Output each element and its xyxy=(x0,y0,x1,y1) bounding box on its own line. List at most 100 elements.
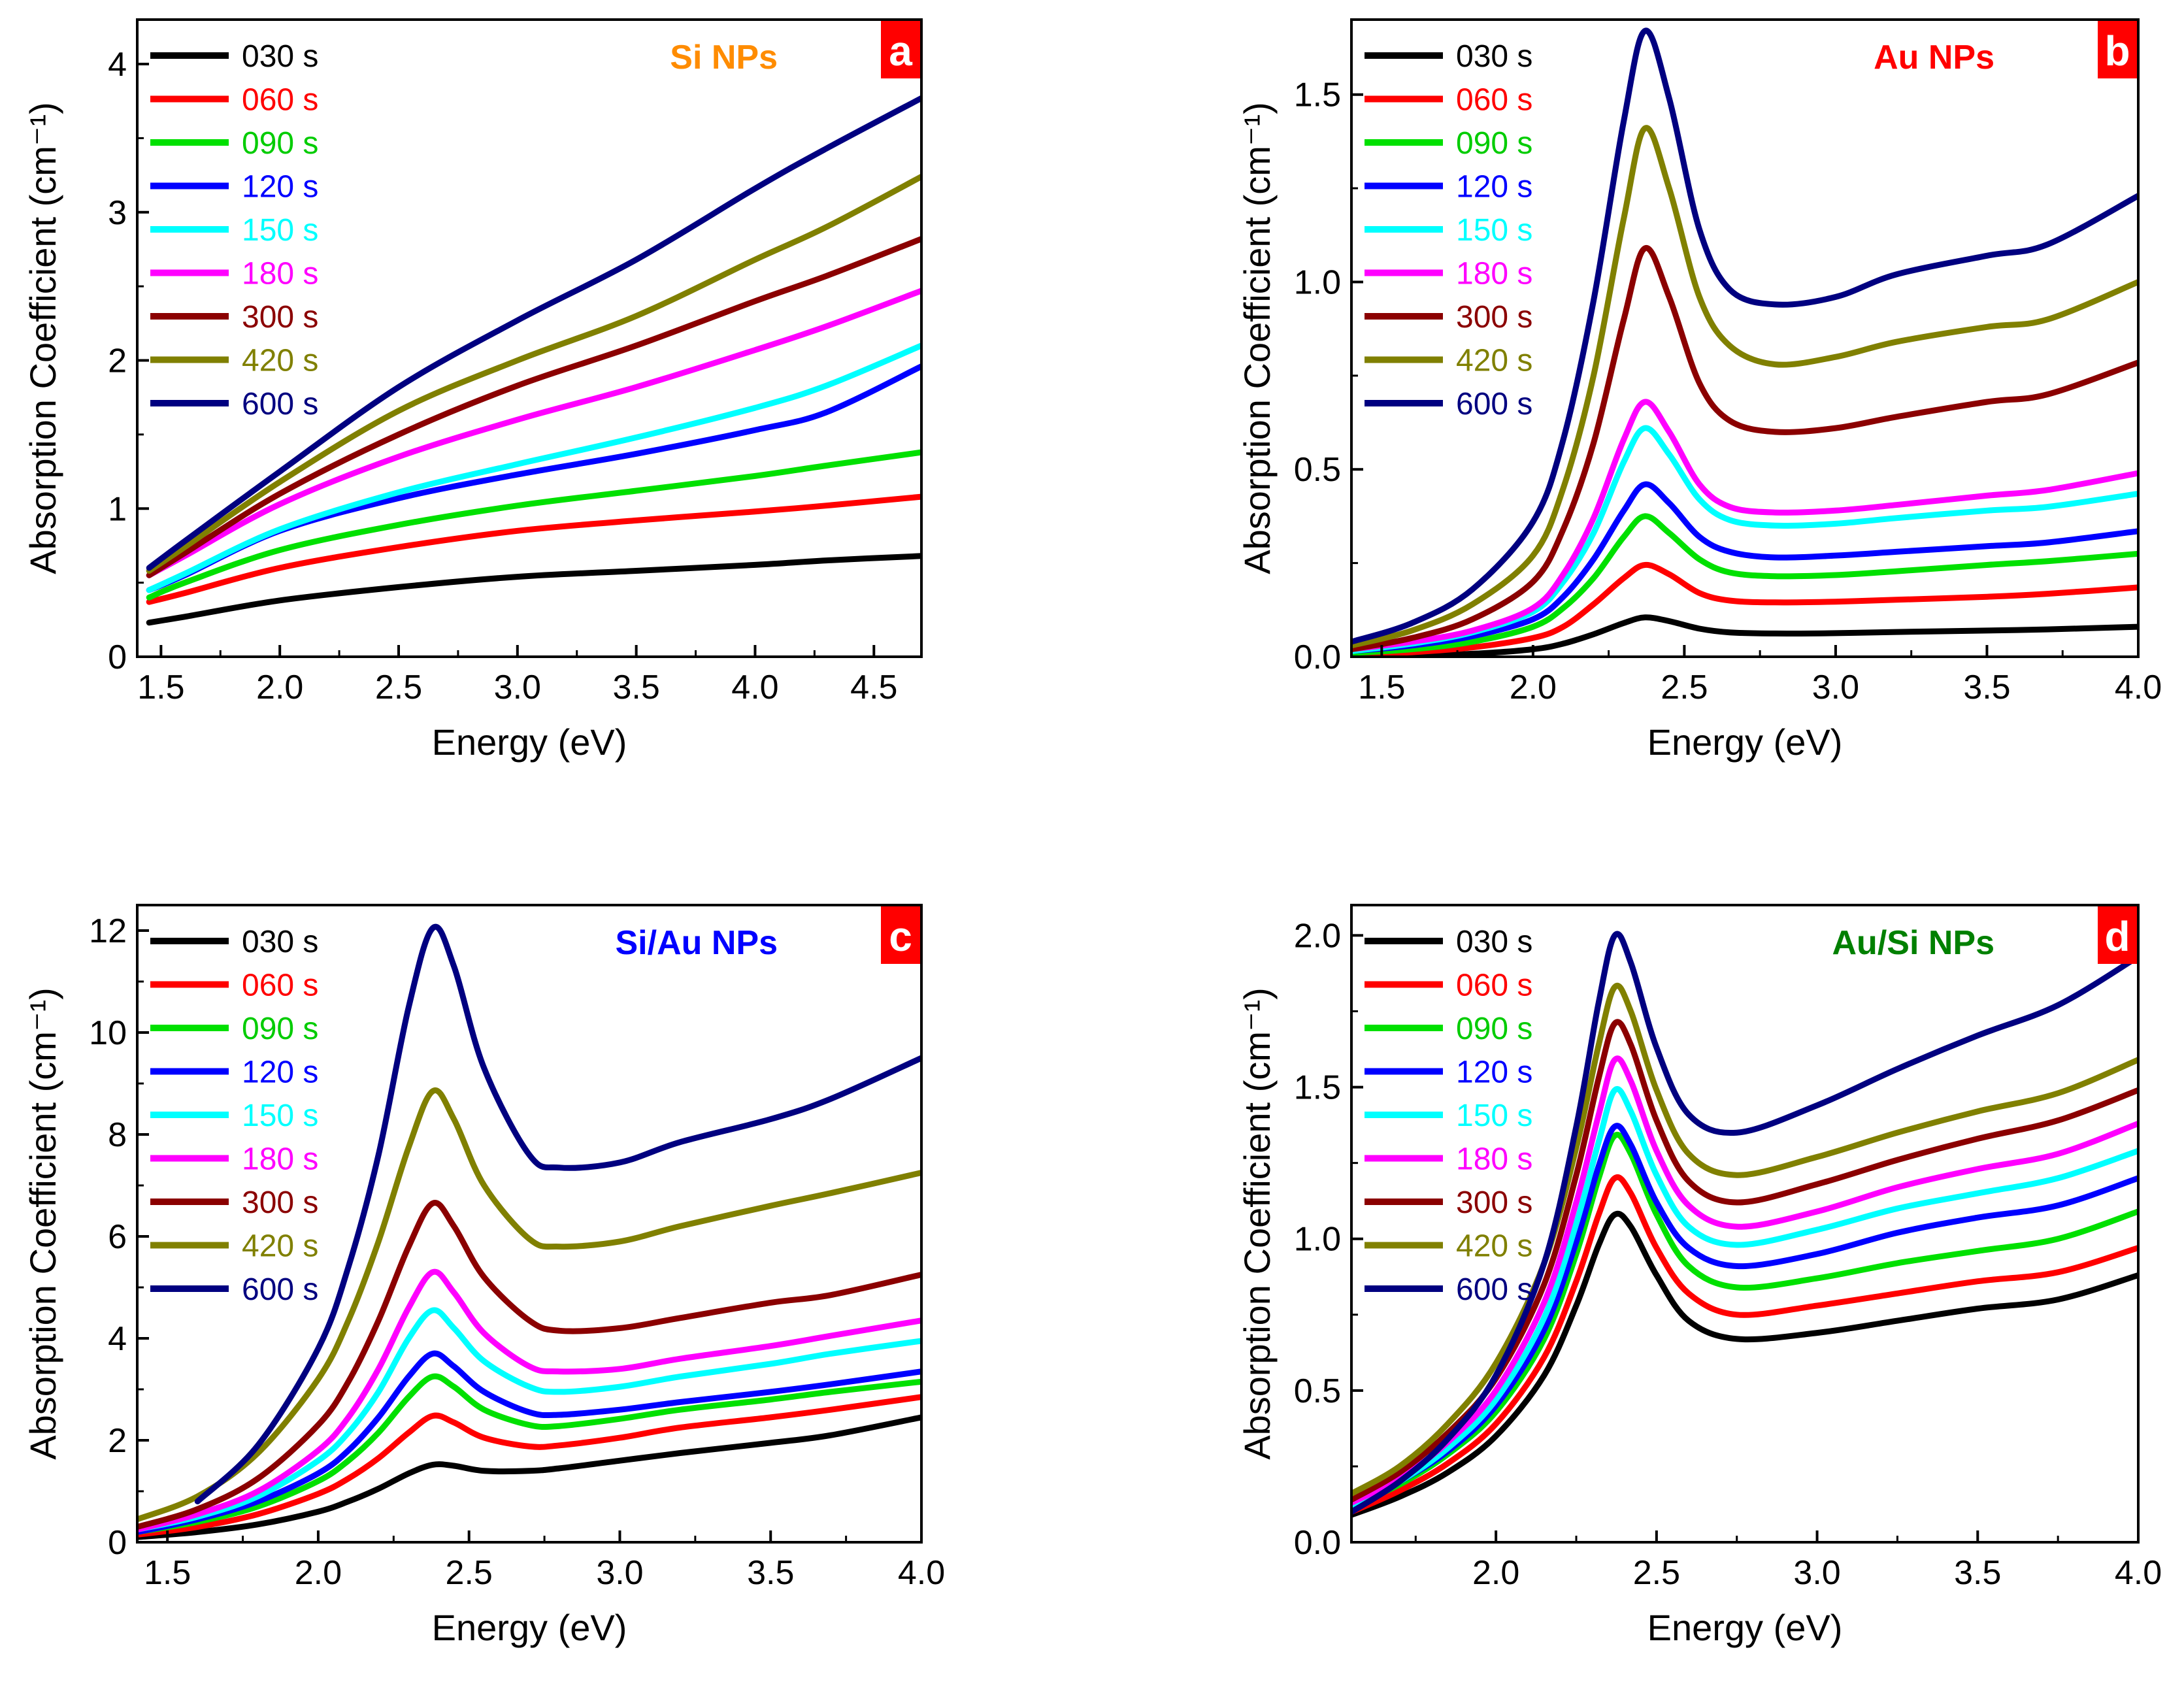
legend-entry-label: 120 s xyxy=(242,1055,318,1090)
legend-entry-label: 300 s xyxy=(1456,300,1532,335)
series-line-030s xyxy=(137,1414,921,1540)
series-line-060s xyxy=(1351,1174,2138,1515)
legend-entry-label: 150 s xyxy=(1456,213,1532,248)
x-tick-label: 1.5 xyxy=(1358,669,1405,706)
legend: 030 s 060 s 090 s 120 s 150 s 180 s 300 s 420 s… xyxy=(1365,39,1532,422)
y-axis-title: Absorption Coefficient (cm⁻¹) xyxy=(1236,102,1278,574)
x-axis-title: Energy (eV) xyxy=(432,1607,627,1648)
x-tick-label: 2.5 xyxy=(1633,1554,1680,1592)
legend-entry-label: 300 s xyxy=(242,1185,318,1220)
legend-entry-label: 090 s xyxy=(242,126,318,161)
series-line-090s xyxy=(137,1373,921,1535)
chart-panel-c: 1.5 2.0 2.5 3.0 3.5 4.0 0 2 4 6 8 10 12 Energy (eV) Ab… xyxy=(22,904,945,1648)
x-tick-label: 1.5 xyxy=(137,669,184,706)
y-tick-label: 8 xyxy=(108,1116,127,1154)
series-line-150s xyxy=(146,342,921,593)
series-line-300s xyxy=(146,236,921,578)
y-tick-label: 10 xyxy=(89,1014,127,1052)
legend-entry-label: 300 s xyxy=(1456,1185,1532,1220)
x-tick-label: 2.0 xyxy=(295,1554,342,1592)
x-tick-label: 2.0 xyxy=(1510,669,1557,706)
y-tick-label: 0 xyxy=(108,1524,127,1562)
legend-entry-label: 180 s xyxy=(1456,257,1532,291)
legend-entry-label: 600 s xyxy=(1456,1272,1532,1307)
series-line-060s xyxy=(146,493,921,605)
x-tick-label: 2.0 xyxy=(1472,1554,1519,1592)
y-tick-label: 2 xyxy=(108,1422,127,1460)
legend-entry-label: 030 s xyxy=(242,39,318,74)
panel-letter-box xyxy=(881,906,920,964)
y-tick-label: 1.5 xyxy=(1294,76,1341,114)
y-tick-label: 0.5 xyxy=(1294,451,1341,489)
y-tick-label: 0.0 xyxy=(1294,1524,1341,1562)
panel-title: Si NPs xyxy=(670,39,778,76)
y-tick-label: 4 xyxy=(108,1320,127,1358)
x-tick-label: 3.0 xyxy=(1793,1554,1840,1592)
series-line-600s xyxy=(1351,27,2138,645)
legend-entry-label: 180 s xyxy=(242,257,318,291)
legend-entry-label: 150 s xyxy=(242,213,318,248)
x-tick-label: 1.5 xyxy=(144,1554,191,1592)
x-tick-label: 3.0 xyxy=(596,1554,643,1592)
y-tick-label: 12 xyxy=(89,912,127,950)
x-tick-label: 2.5 xyxy=(1661,669,1708,706)
plot-frame xyxy=(1350,904,2140,1544)
y-tick-label: 1.0 xyxy=(1294,1221,1341,1259)
panel-title: Au/Si NPs xyxy=(1832,924,1995,962)
x-axis-title: Energy (eV) xyxy=(432,721,627,763)
panel-letter-box xyxy=(2098,906,2137,964)
series-line-420s xyxy=(1351,982,2138,1497)
y-tick-label: 1 xyxy=(108,490,127,528)
series-line-090s xyxy=(146,449,921,601)
series-line-420s xyxy=(1351,125,2138,649)
y-tick-label: 1.5 xyxy=(1294,1069,1341,1107)
series-line-420s xyxy=(137,1087,921,1523)
y-tick-label: 6 xyxy=(108,1218,127,1256)
legend-entry-label: 120 s xyxy=(1456,170,1532,205)
series-line-120s xyxy=(1351,481,2138,654)
series-line-090s xyxy=(1351,1132,2138,1509)
legend-entry-label: 180 s xyxy=(242,1142,318,1177)
panel-letter: c xyxy=(889,913,912,960)
legend-entry-label: 420 s xyxy=(242,1229,318,1264)
series-line-180s xyxy=(1351,399,2138,652)
x-tick-label: 2.0 xyxy=(256,669,303,706)
plot-frame xyxy=(136,904,923,1544)
series-line-090s xyxy=(1351,513,2138,656)
legend-entry-label: 030 s xyxy=(1456,925,1532,959)
legend-entry-label: 060 s xyxy=(242,968,318,1003)
y-axis-title: Absorption Coefficient (cm⁻¹) xyxy=(22,987,63,1460)
panel-letter-box xyxy=(2098,21,2137,78)
x-tick-label: 4.0 xyxy=(2115,669,2162,706)
series-line-150s xyxy=(1351,1085,2138,1509)
series-line-180s xyxy=(146,288,921,578)
legend-entry-label: 090 s xyxy=(1456,1012,1532,1046)
x-tick-label: 2.5 xyxy=(375,669,422,706)
x-tick-label: 3.5 xyxy=(1954,1554,2001,1592)
series-line-180s xyxy=(1351,1055,2138,1506)
legend-entry-label: 600 s xyxy=(1456,387,1532,422)
y-axis-title: Absorption Coefficient (cm⁻¹) xyxy=(22,102,63,574)
legend-entry-label: 060 s xyxy=(1456,83,1532,118)
legend-entry-label: 060 s xyxy=(1456,968,1532,1003)
panel-title: Si/Au NPs xyxy=(616,924,778,962)
legend-entry-label: 420 s xyxy=(1456,344,1532,378)
series-line-120s xyxy=(1351,1123,2138,1509)
series-line-150s xyxy=(137,1307,921,1532)
chart-panel-d: 2.0 2.5 3.0 3.5 4.0 0.0 0.5 1.0 1.5 2.0 Energy (eV… xyxy=(1236,904,2162,1648)
legend-entry-label: 300 s xyxy=(242,300,318,335)
series-lines xyxy=(1351,27,2138,657)
panel-letter: b xyxy=(2104,27,2130,74)
legend-entry-label: 150 s xyxy=(1456,1099,1532,1133)
y-tick-label: 3 xyxy=(108,194,127,232)
series-line-600s xyxy=(194,923,921,1505)
legend-entry-label: 030 s xyxy=(1456,39,1532,74)
x-axis-title: Energy (eV) xyxy=(1647,721,1843,763)
legend-entry-label: 060 s xyxy=(242,83,318,118)
series-line-300s xyxy=(1351,245,2138,652)
panel-letter: a xyxy=(889,27,912,74)
legend-entry-label: 420 s xyxy=(242,344,318,378)
y-tick-label: 0.5 xyxy=(1294,1372,1341,1410)
x-tick-label: 4.0 xyxy=(731,669,778,706)
